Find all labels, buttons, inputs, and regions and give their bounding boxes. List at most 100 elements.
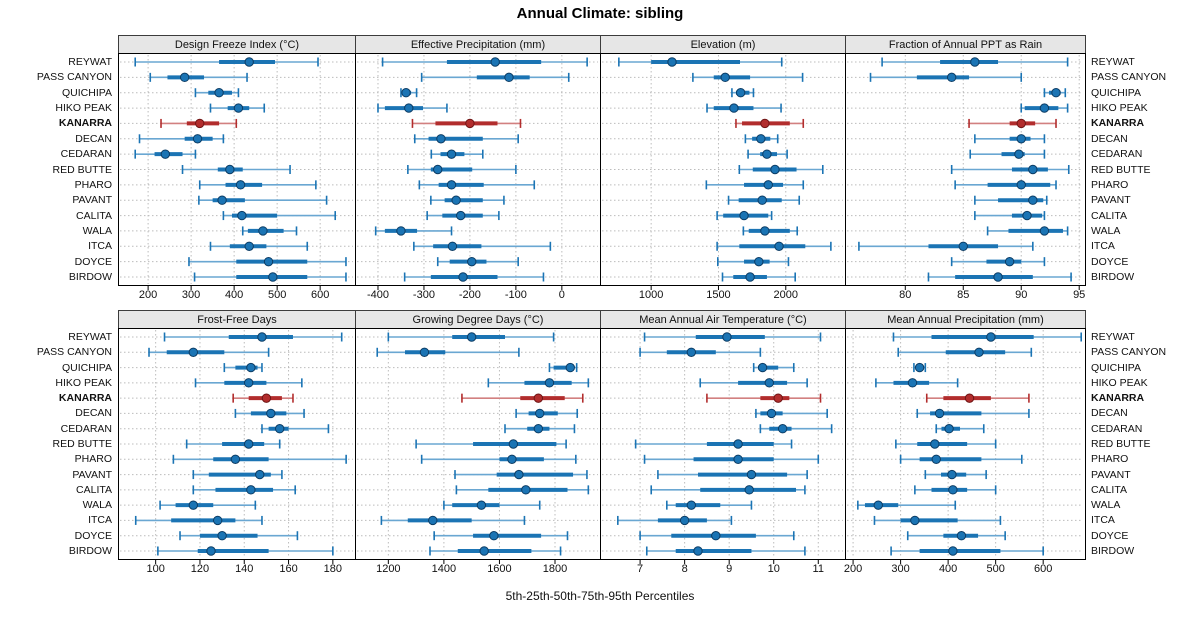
series-row-calita (650, 485, 806, 495)
median-dot (565, 362, 575, 373)
series-row-hiko-peak (209, 103, 266, 113)
median-dot (746, 469, 757, 480)
median-dot (192, 134, 203, 144)
series-row-pavant (454, 469, 588, 480)
series-row-doyce (436, 256, 519, 267)
median-dot (745, 272, 755, 282)
page-title: Annual Climate: sibling (516, 5, 684, 22)
series-row-red-butte (738, 164, 824, 175)
median-dot (931, 454, 941, 464)
series-row-decan (974, 134, 1046, 144)
station-label-right-doyce: DOYCE (1091, 529, 1129, 542)
axis-label-mean-annual-air-temperature-c--10: 10 (767, 563, 780, 575)
panel-header-design-freeze-index-c-: Design Freeze Index (°C) (118, 35, 356, 54)
station-label-left-red-butte: RED BUTTE (52, 438, 112, 450)
panel-border (845, 328, 1086, 560)
series-row-birdow (645, 546, 806, 556)
series-row-pharo (643, 454, 820, 464)
median-dot (479, 546, 489, 556)
median-dot (946, 72, 957, 83)
median-dot (458, 272, 468, 282)
station-label-left-itca: ITCA (88, 514, 112, 527)
median-dot (735, 88, 746, 98)
series-row-itca (134, 515, 263, 526)
station-label-left-wala: WALA (82, 499, 112, 512)
axis-label-design-freeze-index-c--600: 600 (310, 289, 330, 301)
series-row-calita (192, 485, 296, 495)
axis-label-frost-free-days-160: 160 (279, 563, 298, 575)
median-dot (756, 134, 766, 144)
series-row-hiko-peak (699, 378, 808, 388)
median-dot (263, 256, 274, 267)
series-row-hiko-peak (377, 103, 448, 113)
median-dot (974, 347, 984, 357)
station-label-left-hiko-peak: HIKO PEAK (55, 376, 112, 389)
median-dot (490, 57, 500, 67)
axis-label-elevation-m--1000: 1000 (638, 289, 664, 301)
median-dot (947, 469, 957, 480)
station-label-left-doyce: DOYCE (74, 529, 112, 542)
station-label-right-reywat: REYWAT (1091, 56, 1135, 68)
median-dot (770, 164, 780, 175)
station-label-left-quichipa: QUICHIPA (62, 361, 112, 374)
series-row-wala (857, 500, 957, 510)
series-row-kanarra (706, 393, 822, 403)
series-row-itca (873, 515, 1002, 526)
series-row-red-butte (950, 164, 1070, 175)
median-dot (744, 485, 754, 495)
station-label-right-red-butte: RED BUTTE (1091, 163, 1151, 176)
median-dot (1016, 180, 1026, 190)
station-label-right-pharo: PHARO (1091, 178, 1129, 191)
median-dot (1051, 88, 1061, 98)
station-label-right-wala: WALA (1091, 224, 1121, 237)
axis-label-effective-precipitation-mm---100: -100 (504, 289, 527, 301)
median-dot (986, 332, 996, 342)
median-dot (465, 118, 475, 129)
series-row-reywat (881, 57, 1069, 67)
median-dot (274, 424, 285, 434)
median-dot (195, 118, 205, 129)
series-row-doyce (950, 256, 1046, 267)
series-row-pass-canyon (148, 347, 270, 357)
series-row-cedaran (969, 149, 1046, 159)
series-row-decan (234, 408, 305, 419)
median-dot (233, 103, 244, 113)
series-row-wala (742, 226, 799, 236)
axis-label-design-freeze-index-c--300: 300 (181, 289, 201, 301)
station-label-left-pharo: PHARO (74, 178, 112, 191)
median-dot (508, 439, 519, 449)
series-row-hiko-peak (194, 378, 303, 388)
series-row-quichipa (223, 362, 263, 373)
station-label-left-decan: DECAN (75, 407, 112, 420)
series-row-birdow (403, 272, 545, 282)
series-row-hiko-peak (1020, 103, 1069, 113)
axis-label-growing-degree-days-c--1200: 1200 (376, 563, 401, 575)
station-label-left-pavant: PAVANT (72, 468, 112, 481)
series-row-cedaran (504, 424, 576, 434)
median-dot (214, 88, 224, 98)
series-row-pass-canyon (376, 347, 520, 357)
series-row-birdow (927, 272, 1072, 282)
panel-mean-annual-precipitation-mm- (845, 328, 1086, 564)
series-row-reywat (387, 332, 555, 342)
median-dot (1039, 226, 1050, 236)
axis-label-effective-precipitation-mm--0: 0 (558, 289, 565, 301)
median-dot (722, 332, 732, 342)
station-label-left-doyce: DOYCE (74, 255, 112, 268)
median-dot (436, 134, 446, 144)
series-row-cedaran (134, 149, 197, 159)
median-dot (447, 241, 458, 251)
median-dot (446, 180, 457, 190)
series-row-calita (914, 485, 997, 495)
series-row-birdow (157, 546, 334, 556)
series-row-decan (138, 134, 225, 144)
median-dot (764, 378, 774, 388)
median-dot (266, 408, 276, 419)
station-label-right-pass-canyon: PASS CANYON (1091, 71, 1167, 84)
median-dot (225, 164, 235, 175)
series-row-quichipa (752, 362, 795, 373)
station-label-right-decan: DECAN (1091, 132, 1128, 145)
axis-label-fraction-of-annual-ppt-as-rain-90: 90 (1015, 289, 1028, 301)
series-row-red-butte (185, 439, 281, 449)
panel-header-elevation-m-: Elevation (m) (600, 35, 846, 54)
